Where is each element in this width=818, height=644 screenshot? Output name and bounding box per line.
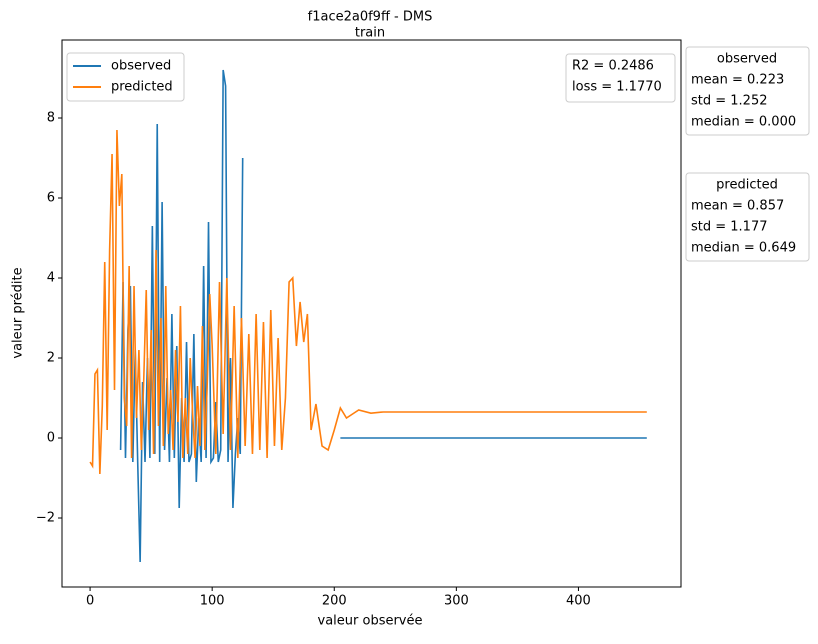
y-tick-label: −2 xyxy=(36,511,55,526)
data-line xyxy=(119,69,647,563)
stats-title: observed xyxy=(717,52,777,67)
metric: R2 = 0.2486 xyxy=(572,59,654,74)
stats-line: mean = 0.857 xyxy=(691,199,784,214)
chart-subtitle: train xyxy=(355,26,385,41)
y-tick-label: 0 xyxy=(47,431,55,446)
x-tick-label: 100 xyxy=(200,594,225,609)
y-axis-label: valeur prédite xyxy=(11,267,26,358)
stats-line: std = 1.177 xyxy=(691,220,768,235)
metrics-box xyxy=(565,53,676,103)
y-tick-label: 2 xyxy=(47,351,55,366)
metric: loss = 1.1770 xyxy=(572,80,662,95)
data-line xyxy=(89,129,647,475)
plot-area xyxy=(89,69,647,563)
stats-line: std = 1.252 xyxy=(691,94,768,109)
stats-box xyxy=(685,46,810,136)
x-axis-label: valeur observée xyxy=(318,614,423,629)
legend-label: observed xyxy=(111,59,171,74)
x-tick-label: 300 xyxy=(444,594,469,609)
stats-box xyxy=(685,172,810,262)
y-tick-label: 6 xyxy=(47,191,55,206)
y-tick-label: 4 xyxy=(47,271,55,286)
x-tick-label: 400 xyxy=(566,594,591,609)
x-tick-label: 0 xyxy=(86,594,94,609)
chart-title: f1ace2a0f9ff - DMS xyxy=(308,10,433,25)
legend-label: predicted xyxy=(111,80,173,95)
stats-line: mean = 0.223 xyxy=(691,73,784,88)
plot-frame xyxy=(61,39,682,588)
stats-line: median = 0.000 xyxy=(691,115,796,130)
stats-title: predicted xyxy=(716,178,778,193)
x-tick-label: 200 xyxy=(322,594,347,609)
stats-line: median = 0.649 xyxy=(691,241,796,256)
y-tick-label: 8 xyxy=(47,111,55,126)
